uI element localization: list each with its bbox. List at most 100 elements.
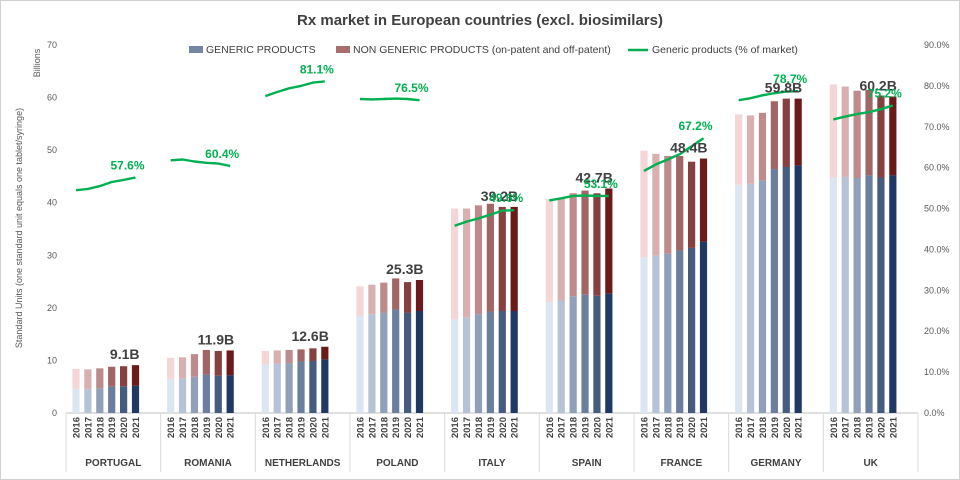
x-tick-year: 2017 <box>557 417 568 438</box>
x-tick-year: 2021 <box>794 416 805 438</box>
bar-non-generic <box>392 278 400 310</box>
pct-line <box>170 158 231 168</box>
y-tick-label: 20 <box>47 303 57 313</box>
bar-non-generic <box>605 188 613 294</box>
country-label: UK <box>863 458 878 469</box>
bar-non-generic <box>877 95 885 178</box>
bar-generic <box>569 296 577 413</box>
plot-area: 0 10 20 30 40 50 60 70 0.0% 10.0% 20.0% 30.0% 40.0% 5… <box>47 40 950 472</box>
pct-line <box>359 97 420 102</box>
pct-data-label: 67.2% <box>678 119 712 133</box>
x-tick-year: 2019 <box>297 417 308 438</box>
x-tick-year: 2017 <box>367 417 378 438</box>
y-tick-label: 40 <box>47 198 57 208</box>
pct-data-label: 60.4% <box>205 147 239 161</box>
bar-non-generic <box>664 155 672 254</box>
x-tick-year: 2019 <box>107 417 118 438</box>
bar-non-generic <box>84 369 92 389</box>
bar-generic <box>498 311 506 413</box>
y-tick-label: 30 <box>47 250 57 260</box>
bar-generic <box>404 312 412 413</box>
bar-non-generic <box>462 208 471 318</box>
total-data-label: 59.8B <box>765 80 802 96</box>
bar-generic <box>380 312 388 413</box>
bar-non-generic <box>368 284 376 315</box>
bar-generic <box>593 295 601 413</box>
bar-non-generic <box>593 193 601 296</box>
total-data-label: 11.9B <box>198 331 235 347</box>
y2-tick-label: 0.0% <box>924 408 945 418</box>
bar-non-generic <box>486 203 494 312</box>
pct-line <box>75 176 136 192</box>
bar-non-generic <box>569 193 577 297</box>
x-tick-year: 2018 <box>853 417 864 438</box>
y-axis-unit: Billions <box>32 48 42 77</box>
x-tick-year: 2017 <box>462 417 473 438</box>
bar-non-generic <box>356 286 364 316</box>
bar-non-generic <box>794 98 802 166</box>
x-tick-year: 2020 <box>687 417 698 438</box>
y-tick-label: 50 <box>47 145 57 155</box>
country-label: ITALY <box>478 458 506 469</box>
total-data-label: 25.3B <box>386 261 423 277</box>
x-tick-year: 2020 <box>592 417 603 438</box>
bar-generic <box>226 375 234 413</box>
x-tick-year: 2016 <box>734 417 745 438</box>
pct-line <box>833 104 894 121</box>
bar-generic <box>829 177 837 413</box>
bar-generic <box>297 361 305 413</box>
pct-line <box>264 80 325 98</box>
total-data-label: 48.4B <box>670 140 707 156</box>
x-tick-year: 2017 <box>651 417 662 438</box>
bar-generic <box>451 319 459 413</box>
pct-line <box>643 137 705 172</box>
x-tick-year: 2018 <box>758 417 769 438</box>
bar-generic <box>214 375 222 413</box>
bar-non-generic <box>190 354 199 377</box>
bar-generic <box>877 177 885 413</box>
legend-label-line: Generic products (% of market) <box>652 44 798 56</box>
legend-label-non-generic: NON GENERIC PRODUCTS (on-patent and off-… <box>353 44 611 56</box>
bar-generic <box>758 180 767 413</box>
bar-non-generic <box>581 190 589 295</box>
bar-generic <box>664 253 672 413</box>
country-label: GERMANY <box>750 458 801 469</box>
y2-tick-label: 10.0% <box>924 367 950 377</box>
country-label: POLAND <box>376 458 418 469</box>
x-tick-year: 2021 <box>510 416 521 438</box>
pct-data-label: 75.2% <box>868 87 902 101</box>
total-data-label: 60.2B <box>859 78 896 94</box>
country-label: ROMANIA <box>184 458 232 469</box>
y2-tick-label: 30.0% <box>924 285 950 295</box>
bar-non-generic <box>309 348 317 361</box>
y-tick-label: 60 <box>47 93 57 103</box>
y-axis-label: Standard Units (one standard unit equals… <box>14 108 24 348</box>
bar-generic <box>735 184 743 413</box>
bar-non-generic <box>285 349 293 364</box>
pct-data-label: 49.6% <box>489 191 523 205</box>
bar-non-generic <box>676 155 684 251</box>
bar-non-generic <box>131 365 140 386</box>
bar-non-generic <box>404 282 412 313</box>
bar-non-generic <box>782 98 790 167</box>
country-label: NETHERLANDS <box>265 458 341 469</box>
x-tick-year: 2021 <box>415 416 426 438</box>
country-label: FRANCE <box>660 458 702 469</box>
legend-swatch-non-generic <box>336 46 350 53</box>
bar-non-generic <box>273 350 281 364</box>
bar-generic <box>190 376 199 413</box>
x-tick-year: 2021 <box>604 416 615 438</box>
bar-generic <box>84 388 92 413</box>
x-tick-year: 2019 <box>581 417 592 438</box>
x-tick-year: 2018 <box>474 417 485 438</box>
bar-non-generic <box>853 90 861 179</box>
x-tick-year: 2019 <box>202 417 213 438</box>
x-tick-year: 2016 <box>261 417 272 438</box>
x-tick-year: 2018 <box>379 417 390 438</box>
x-tick-year: 2020 <box>214 417 225 438</box>
y2-tick-label: 40.0% <box>924 244 950 254</box>
y2-tick-label: 80.0% <box>924 81 950 91</box>
x-tick-year: 2019 <box>865 417 876 438</box>
x-tick-year: 2016 <box>450 417 461 438</box>
